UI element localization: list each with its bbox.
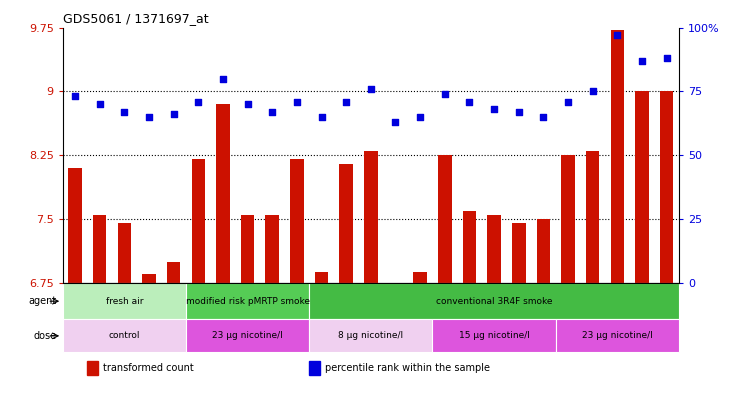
Point [661, 55, 672, 61]
Text: control: control [108, 331, 140, 340]
Bar [339, 164, 353, 283]
Bar [309, 360, 320, 375]
Bar [266, 215, 279, 283]
Point [636, 57, 648, 64]
Bar [290, 160, 303, 283]
Bar [463, 211, 476, 283]
Point [266, 109, 278, 115]
Point [118, 109, 131, 115]
Text: GDS5061 / 1371697_at: GDS5061 / 1371697_at [63, 12, 208, 25]
Bar [87, 360, 98, 375]
Point [217, 75, 229, 82]
Text: transformed count: transformed count [103, 363, 193, 373]
Bar [309, 320, 432, 352]
Bar [512, 223, 525, 283]
Point [168, 111, 179, 118]
Bar [93, 215, 106, 283]
Text: conventional 3R4F smoke: conventional 3R4F smoke [436, 297, 552, 306]
Text: agent: agent [28, 296, 57, 306]
Bar [537, 219, 550, 283]
Text: dose: dose [33, 331, 57, 341]
Bar [69, 168, 82, 283]
Bar [117, 223, 131, 283]
Point [143, 114, 155, 120]
Point [562, 99, 574, 105]
Bar [309, 283, 679, 320]
Bar [413, 272, 427, 283]
Text: fresh air: fresh air [106, 297, 143, 306]
Point [193, 99, 204, 105]
Bar [635, 91, 649, 283]
Point [241, 101, 254, 107]
Bar [315, 272, 328, 283]
Text: percentile rank within the sample: percentile rank within the sample [325, 363, 489, 373]
Bar [487, 215, 501, 283]
Text: 23 μg nicotine/l: 23 μg nicotine/l [582, 331, 652, 340]
Bar [389, 283, 402, 292]
Bar [562, 155, 575, 283]
Bar [216, 104, 230, 283]
Text: 8 μg nicotine/l: 8 μg nicotine/l [338, 331, 404, 340]
Bar [186, 283, 309, 320]
Point [414, 114, 426, 120]
Point [316, 114, 328, 120]
Bar [556, 320, 679, 352]
Bar [167, 262, 180, 283]
Point [291, 99, 303, 105]
Bar [192, 160, 205, 283]
Point [463, 99, 475, 105]
Bar [241, 215, 255, 283]
Bar [63, 320, 186, 352]
Bar [142, 274, 156, 283]
Point [612, 32, 624, 38]
Point [587, 88, 599, 94]
Bar [610, 30, 624, 283]
Point [390, 119, 401, 125]
Text: 15 μg nicotine/l: 15 μg nicotine/l [458, 331, 530, 340]
Point [94, 101, 106, 107]
Bar [63, 283, 186, 320]
Point [537, 114, 549, 120]
Bar [660, 91, 673, 283]
Point [365, 86, 376, 92]
Text: modified risk pMRTP smoke: modified risk pMRTP smoke [185, 297, 310, 306]
Text: 23 μg nicotine/l: 23 μg nicotine/l [213, 331, 283, 340]
Point [513, 109, 525, 115]
Point [439, 91, 451, 97]
Point [489, 106, 500, 112]
Point [69, 94, 81, 100]
Bar [432, 320, 556, 352]
Bar [438, 155, 452, 283]
Bar [186, 320, 309, 352]
Bar [586, 151, 599, 283]
Bar [364, 151, 378, 283]
Point [340, 99, 352, 105]
